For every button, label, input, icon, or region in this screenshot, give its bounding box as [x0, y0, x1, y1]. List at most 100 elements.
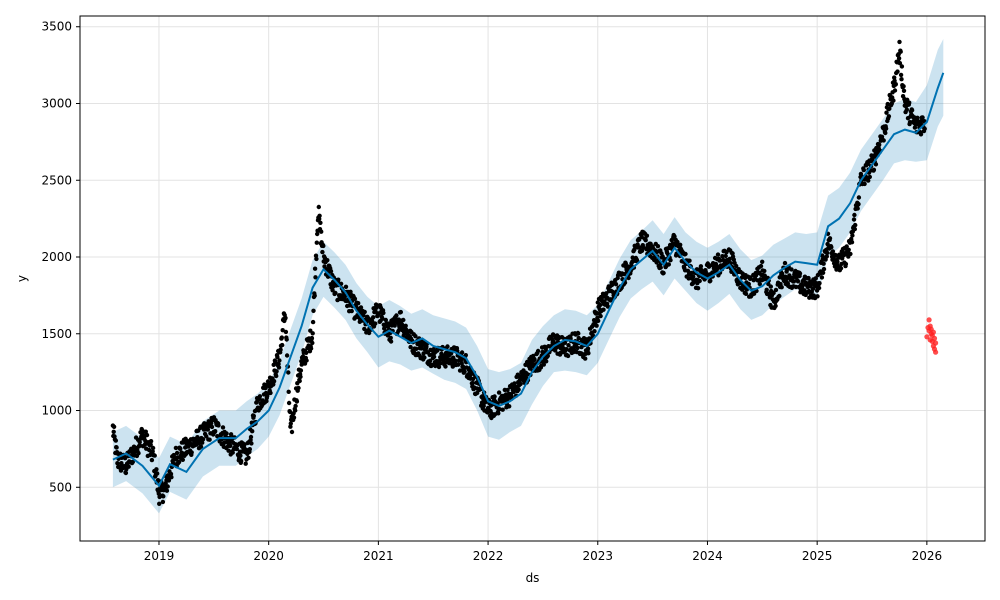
observed-point	[867, 174, 872, 180]
observed-point	[196, 441, 201, 446]
x-tick-label: 2022	[473, 549, 504, 563]
observed-point	[678, 242, 683, 247]
observed-point	[280, 342, 285, 348]
observed-point	[672, 234, 677, 239]
observed-point	[543, 346, 548, 352]
observed-point	[806, 275, 811, 281]
observed-point	[373, 321, 378, 326]
observed-point	[852, 212, 857, 218]
y-tick-label: 2500	[41, 173, 72, 187]
x-tick-label: 2020	[253, 549, 284, 563]
observed-point	[220, 425, 226, 430]
observed-point	[321, 243, 326, 249]
observed-point	[286, 400, 292, 406]
observed-point	[275, 354, 280, 360]
observed-point	[313, 275, 318, 280]
observed-point	[276, 361, 281, 367]
observed-point	[897, 61, 903, 66]
observed-point	[200, 440, 205, 445]
observed-point	[895, 69, 900, 74]
observed-point	[388, 339, 394, 344]
observed-point	[274, 369, 279, 374]
observed-point	[715, 252, 721, 257]
observed-point	[247, 447, 252, 452]
observed-point	[318, 220, 323, 225]
observed-point	[243, 461, 248, 466]
observed-point	[274, 373, 279, 379]
y-axis-ticks: 500 1000 1500 2000 2500 3000 3500	[41, 20, 80, 494]
observed-point	[186, 443, 191, 449]
observed-point	[279, 335, 284, 340]
plot-frame	[79, 15, 986, 542]
observed-point	[299, 362, 304, 367]
x-tick-label: 2023	[582, 549, 613, 563]
observed-point	[844, 244, 849, 249]
observed-point	[583, 356, 588, 361]
observed-point	[505, 387, 510, 393]
observed-point	[209, 421, 214, 426]
observed-point	[897, 39, 902, 45]
observed-point	[286, 389, 291, 394]
observed-point	[771, 290, 776, 296]
observed-point	[398, 309, 403, 315]
observed-point	[226, 448, 231, 453]
observed-point	[276, 365, 282, 370]
observed-point	[168, 471, 174, 477]
observed-point	[445, 344, 450, 349]
observed-point	[460, 364, 466, 369]
forecast-line	[112, 72, 945, 488]
observed-point	[421, 351, 426, 356]
observed-point	[855, 206, 860, 211]
observed-point	[137, 439, 142, 445]
observed-point	[309, 335, 315, 341]
observed-point	[325, 258, 330, 263]
observed-point	[909, 108, 915, 113]
observed-point	[630, 255, 635, 260]
observed-point	[668, 258, 673, 263]
observed-point	[698, 264, 704, 269]
observed-point	[760, 259, 765, 264]
observed-point	[113, 438, 119, 443]
observed-point	[148, 439, 154, 444]
observed-point	[470, 380, 475, 386]
observed-point	[727, 256, 732, 262]
observed-point	[601, 307, 606, 312]
observed-point	[246, 455, 251, 460]
observed-point	[791, 279, 797, 284]
observed-point	[330, 288, 335, 293]
test-point	[924, 334, 930, 340]
observed-point	[205, 427, 211, 432]
observed-point	[613, 282, 619, 287]
observed-point	[173, 445, 179, 451]
observed-point	[850, 233, 855, 238]
observed-point	[148, 442, 153, 447]
observed-point	[228, 443, 233, 449]
observed-point	[431, 354, 437, 359]
observed-point	[312, 293, 317, 298]
observed-point	[213, 429, 218, 434]
observed-point	[779, 285, 784, 290]
observed-point	[821, 266, 827, 272]
observed-point	[883, 126, 889, 131]
observed-point	[319, 229, 324, 234]
observed-point	[596, 318, 601, 323]
observed-point	[216, 423, 221, 428]
observed-point	[576, 331, 581, 336]
observed-point	[165, 484, 170, 489]
observed-point	[810, 286, 816, 291]
observed-point	[835, 259, 840, 264]
observed-point	[898, 49, 903, 54]
observed-point	[541, 362, 546, 367]
observed-point	[278, 347, 283, 352]
observed-point	[743, 291, 749, 296]
observed-point	[544, 359, 549, 364]
observed-point	[268, 390, 273, 396]
observed-point	[899, 64, 905, 69]
observed-point	[904, 107, 909, 112]
observed-point	[180, 457, 185, 462]
observed-point	[892, 88, 898, 93]
observed-point	[143, 429, 148, 434]
observed-point	[157, 501, 162, 506]
observed-point	[893, 82, 898, 87]
observed-point	[565, 353, 571, 359]
